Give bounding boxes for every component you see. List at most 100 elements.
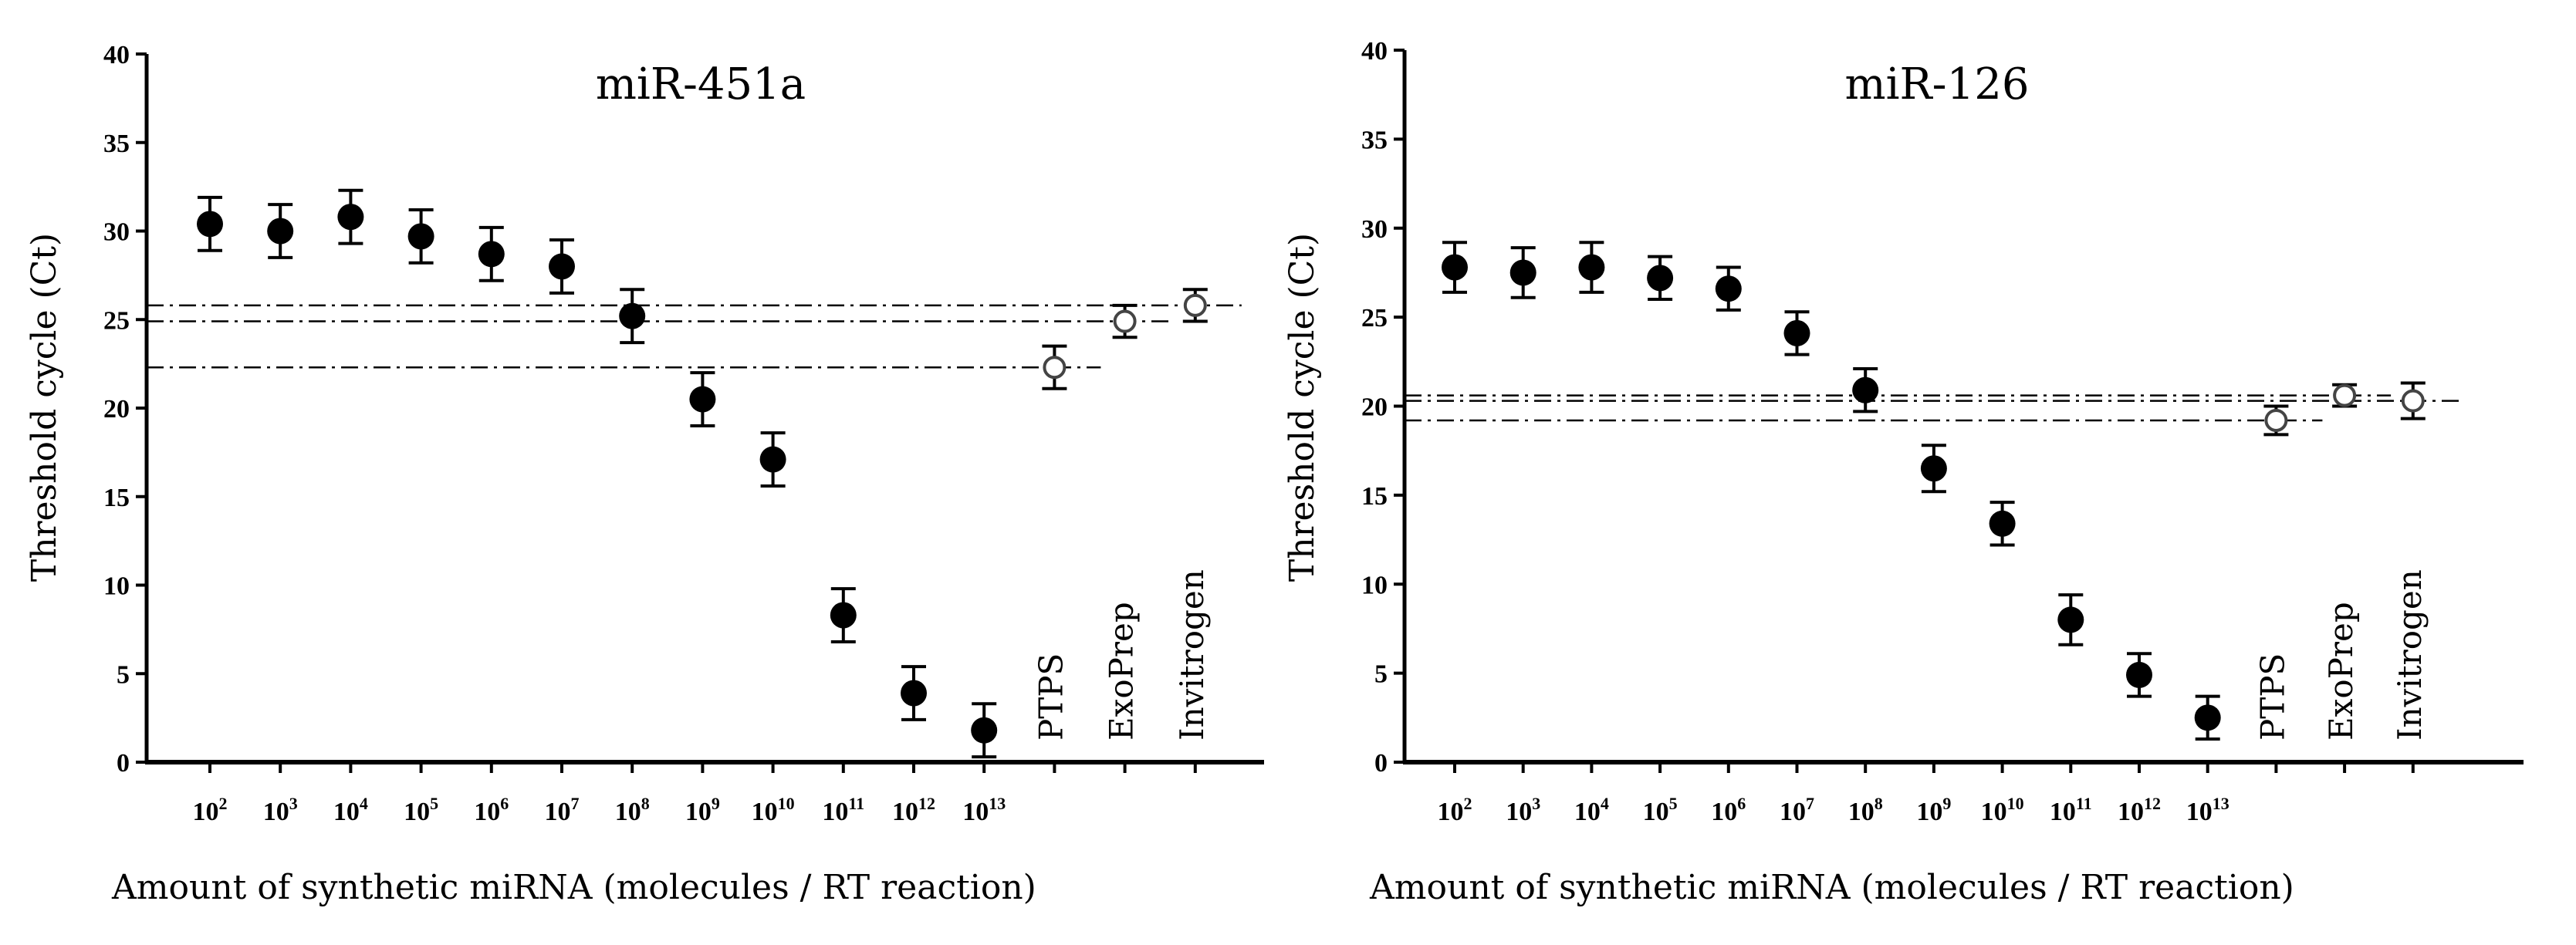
x-tick-exponent: 12 xyxy=(918,794,935,813)
x-tick-label: 107 xyxy=(545,794,580,826)
data-point-filled xyxy=(197,211,223,238)
x-tick-exponent: 6 xyxy=(500,794,509,813)
x-tick-label: 103 xyxy=(1506,794,1540,826)
y-tick-label: 15 xyxy=(103,484,130,512)
data-point-filled xyxy=(1989,510,2016,537)
x-tick-exponent: 3 xyxy=(1532,794,1540,813)
y-tick-label: 25 xyxy=(1361,304,1388,332)
x-tick-label: 102 xyxy=(1438,794,1472,826)
x-tick-base: 10 xyxy=(1643,798,1669,826)
data-point-filled xyxy=(830,602,857,629)
x-tick-exponent: 7 xyxy=(571,794,580,813)
x-tick-base: 10 xyxy=(1506,798,1532,826)
x-tick-exponent: 11 xyxy=(2076,794,2092,813)
y-tick-label: 30 xyxy=(1361,215,1388,244)
x-tick-label: 1010 xyxy=(1981,794,2024,826)
y-tick-label: 0 xyxy=(1374,749,1388,778)
data-point-filled xyxy=(2194,704,2221,731)
x-tick-exponent: 2 xyxy=(1464,794,1472,813)
data-point-filled xyxy=(267,218,294,245)
sample-label: Invitrogen xyxy=(2391,569,2429,741)
sample-label: PTPS xyxy=(2253,653,2291,741)
data-point-open xyxy=(1183,293,1207,317)
y-tick-label: 5 xyxy=(117,660,130,689)
x-axis-label: Amount of synthetic miRNA (molecules / R… xyxy=(1369,868,2294,907)
x-tick-exponent: 4 xyxy=(360,794,368,813)
x-tick-exponent: 10 xyxy=(2007,794,2024,813)
data-point-filled xyxy=(2126,661,2152,688)
x-tick-base: 10 xyxy=(404,798,430,826)
y-axis-label: Threshold cycle (Ct) xyxy=(25,233,64,582)
y-tick-label: 5 xyxy=(1374,660,1388,689)
x-tick-base: 10 xyxy=(2186,798,2213,826)
x-tick-exponent: 5 xyxy=(1669,794,1678,813)
x-tick-label: 107 xyxy=(1780,794,1814,826)
y-tick-label: 35 xyxy=(1361,126,1388,154)
y-tick-label: 40 xyxy=(103,41,130,69)
x-tick-exponent: 3 xyxy=(289,794,298,813)
x-tick-base: 10 xyxy=(1574,798,1601,826)
x-tick-base: 10 xyxy=(193,798,219,826)
x-tick-exponent: 13 xyxy=(2213,794,2229,813)
y-tick-label: 15 xyxy=(1361,482,1388,511)
data-point-filled xyxy=(1783,319,1810,346)
data-point-filled xyxy=(1715,275,1742,302)
x-tick-label: 1013 xyxy=(962,794,1006,826)
x-tick-base: 10 xyxy=(1981,798,2007,826)
chart-title: miR-451a xyxy=(596,59,806,110)
data-point-open xyxy=(2401,389,2425,413)
x-tick-label: 1012 xyxy=(892,794,935,826)
data-point-filled xyxy=(689,386,716,413)
sample-label: ExoPrep xyxy=(2322,602,2360,741)
x-tick-label: 108 xyxy=(1848,794,1883,826)
data-point-filled xyxy=(337,204,364,231)
x-tick-exponent: 12 xyxy=(2144,794,2161,813)
x-tick-base: 10 xyxy=(1916,798,1942,826)
data-point-filled xyxy=(549,253,575,280)
x-tick-label: 1011 xyxy=(2050,794,2092,826)
x-tick-exponent: 7 xyxy=(1806,794,1814,813)
x-tick-base: 10 xyxy=(962,798,989,826)
data-point-filled xyxy=(971,717,998,744)
x-tick-label: 104 xyxy=(1574,794,1609,826)
data-point-filled xyxy=(1578,254,1605,281)
data-point-filled xyxy=(2057,606,2084,633)
data-point-open xyxy=(2264,408,2288,432)
x-tick-base: 10 xyxy=(333,798,360,826)
x-tick-exponent: 10 xyxy=(778,794,795,813)
x-tick-label: 106 xyxy=(1711,794,1746,826)
data-point-filled xyxy=(1509,259,1536,286)
data-point-open xyxy=(1043,356,1067,380)
y-tick-label: 10 xyxy=(103,572,130,601)
data-point-filled xyxy=(1647,265,1674,292)
x-tick-exponent: 13 xyxy=(989,794,1006,813)
y-tick-label: 35 xyxy=(103,130,130,158)
data-point-filled xyxy=(1442,254,1468,281)
x-tick-exponent: 8 xyxy=(1875,794,1883,813)
y-tick-label: 20 xyxy=(1361,393,1388,422)
x-tick-label: 108 xyxy=(615,794,650,826)
data-point-open xyxy=(1113,309,1137,333)
x-tick-exponent: 5 xyxy=(430,794,438,813)
x-tick-label: 1010 xyxy=(752,794,795,826)
x-tick-base: 10 xyxy=(1780,798,1806,826)
chart-title: miR-126 xyxy=(1845,59,2030,110)
x-tick-exponent: 8 xyxy=(641,794,650,813)
y-tick-label: 10 xyxy=(1361,571,1388,599)
x-tick-base: 10 xyxy=(752,798,778,826)
x-tick-exponent: 9 xyxy=(1942,794,1951,813)
data-point-filled xyxy=(759,446,786,473)
data-point-filled xyxy=(619,302,646,329)
x-tick-exponent: 9 xyxy=(712,794,720,813)
sample-label: PTPS xyxy=(1032,653,1070,741)
sample-label: Invitrogen xyxy=(1173,569,1211,741)
data-point-filled xyxy=(901,680,927,707)
x-tick-base: 10 xyxy=(1711,798,1737,826)
x-tick-exponent: 2 xyxy=(219,794,228,813)
x-tick-exponent: 6 xyxy=(1737,794,1746,813)
x-tick-base: 10 xyxy=(1438,798,1464,826)
x-tick-exponent: 11 xyxy=(848,794,864,813)
